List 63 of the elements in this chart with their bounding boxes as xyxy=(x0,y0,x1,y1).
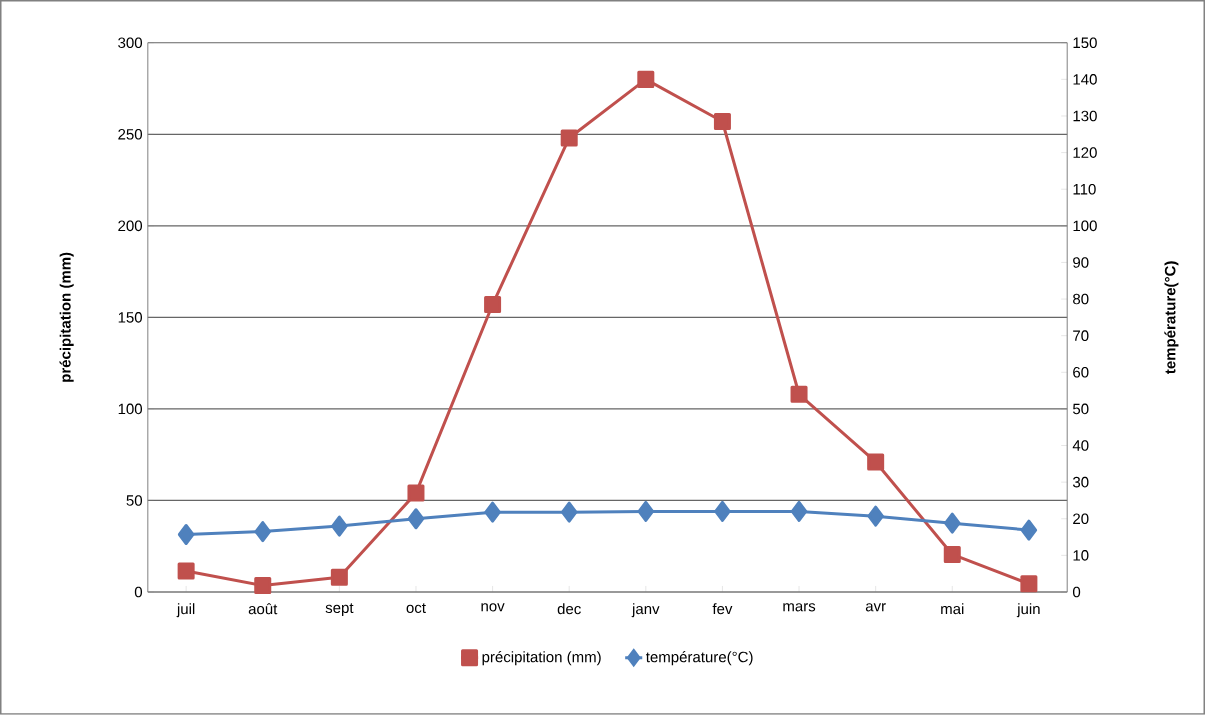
x-tick-label: janv xyxy=(631,603,660,618)
point xyxy=(714,501,731,523)
point xyxy=(790,501,808,523)
point xyxy=(407,484,425,502)
x-tick-label: mars xyxy=(783,603,816,612)
x-tick-label: nov xyxy=(481,603,505,612)
y-tick-label: 250 xyxy=(118,129,143,140)
point xyxy=(177,562,195,580)
y2-axis-title: température(°C) xyxy=(1164,261,1179,375)
point xyxy=(637,501,655,523)
point xyxy=(1020,575,1038,593)
y2-tick-label: 20 xyxy=(1073,513,1089,525)
y2-tick-label: 40 xyxy=(1072,440,1089,451)
y-tick-label: 300 xyxy=(118,37,143,49)
y2-tick-label: 70 xyxy=(1073,330,1089,342)
point xyxy=(790,385,808,403)
y2-tick-label: 60 xyxy=(1073,367,1089,378)
y-tick-label: 0 xyxy=(134,586,143,598)
y2-tick-label: 80 xyxy=(1073,293,1089,305)
y2-tick-label: 10 xyxy=(1073,550,1089,561)
point xyxy=(177,524,195,546)
y2-tick-label: 0 xyxy=(1072,586,1081,598)
y2-tick-label: 130 xyxy=(1073,110,1097,122)
legend-label: précipitation (mm) xyxy=(482,651,601,666)
point xyxy=(484,501,501,523)
point xyxy=(943,546,961,564)
x-tick-label: avr xyxy=(865,603,886,612)
point xyxy=(330,568,348,586)
point xyxy=(331,515,348,537)
y2-tick-label: 150 xyxy=(1073,37,1097,49)
x-tick-label: sept xyxy=(325,603,354,617)
point xyxy=(1020,519,1038,541)
point xyxy=(560,501,578,523)
y2-tick-label: 120 xyxy=(1073,147,1097,159)
y2-tick-label: 100 xyxy=(1073,220,1097,232)
point xyxy=(560,129,578,147)
point xyxy=(637,70,655,88)
x-tick-label: dec xyxy=(557,603,581,615)
point xyxy=(944,512,961,534)
y-axis-title: précipitation (mm) xyxy=(59,252,74,382)
y2-tick-label: 30 xyxy=(1072,476,1089,488)
point xyxy=(484,296,502,314)
y-tick-label: 150 xyxy=(118,312,143,323)
point xyxy=(867,453,885,471)
y-tick-label: 100 xyxy=(118,403,143,415)
x-tick-label: juin xyxy=(1016,603,1040,618)
point xyxy=(867,505,884,527)
y2-tick-label: 50 xyxy=(1072,403,1089,415)
y2-tick-label: 110 xyxy=(1073,184,1096,195)
x-tick-label: fev xyxy=(712,603,733,615)
legend-label: température(°C) xyxy=(645,651,753,666)
y2-tick-label: 90 xyxy=(1073,257,1089,268)
x-tick-label: août xyxy=(248,603,278,615)
point xyxy=(713,113,731,131)
x-tick-label: mai xyxy=(941,603,964,615)
y-tick-label: 200 xyxy=(118,220,143,232)
x-tick-label: oct xyxy=(406,603,426,614)
point xyxy=(254,577,272,595)
y2-tick-label: 140 xyxy=(1073,74,1097,85)
point xyxy=(254,521,271,543)
y-tick-label: 50 xyxy=(126,495,143,506)
point xyxy=(407,508,425,530)
x-tick-label: juil xyxy=(176,603,195,618)
